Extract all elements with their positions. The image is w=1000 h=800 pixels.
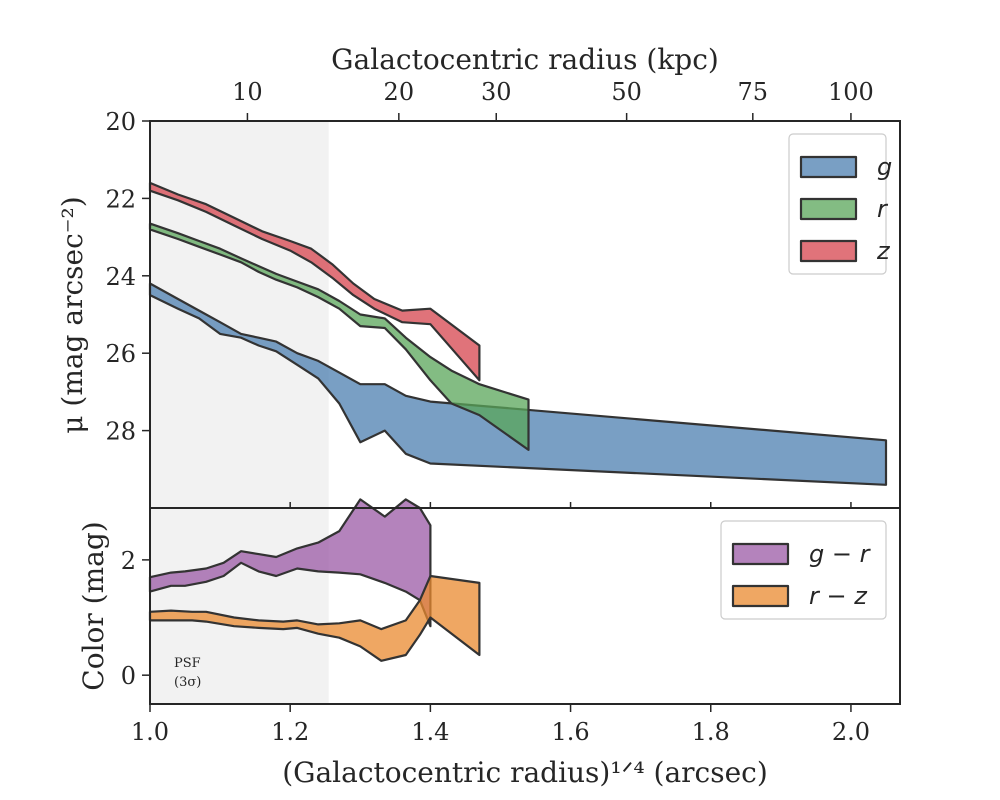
- top-y-axis-label: μ (mag arcsec⁻²): [56, 196, 89, 433]
- bottom-y-ticks: 02: [121, 547, 150, 690]
- legend-label: g: [877, 153, 892, 181]
- color-bands: [148, 498, 481, 662]
- x2-tick-label: 20: [384, 78, 415, 106]
- x-tick-label: 1.4: [411, 718, 449, 746]
- x2-tick-label: 75: [738, 78, 769, 106]
- legend-swatch: [731, 584, 790, 608]
- band-rz: [148, 574, 481, 662]
- psf-label-line2: (3σ): [174, 675, 201, 690]
- y-tick-label: 0: [121, 662, 136, 690]
- top-legend: grz: [788, 133, 892, 275]
- legend-label: z: [876, 237, 891, 265]
- legend-swatch: [799, 155, 858, 179]
- legend-label: g − r: [809, 540, 872, 568]
- bottom-axes-frame: [149, 507, 901, 705]
- x2-tick-label: 10: [232, 78, 263, 106]
- y-tick-label: 28: [105, 418, 136, 446]
- legend-swatch: [799, 197, 858, 221]
- bottom-x-ticks: 1.0 1.2 1.4 1.6 1.8 2.0: [131, 704, 870, 746]
- surface-brightness-bands: [148, 181, 888, 486]
- bottom-legend: g − r r − z: [720, 520, 887, 620]
- x-tick-label: 2.0: [832, 718, 870, 746]
- x2-tick-label: 50: [611, 78, 642, 106]
- top-secondary-x-ticks: 10 20 30 50 75 100: [232, 78, 874, 121]
- y-tick-label: 20: [105, 108, 136, 136]
- top-secondary-x-axis-label: Galactocentric radius (kpc): [331, 43, 719, 76]
- legend-swatch: [731, 542, 790, 566]
- legend-label: r − z: [809, 582, 868, 610]
- band-z: [148, 181, 481, 382]
- legend-label: r: [877, 195, 889, 223]
- psf-region-bottom: [150, 508, 329, 704]
- band-r: [148, 222, 530, 451]
- y-tick-label: 24: [105, 263, 136, 291]
- color-panel: 02 1.0 1.2 1.4 1.6 1.8 2.0 Color (mag) (Galac…: [77, 498, 901, 789]
- psf-region-top: [150, 121, 329, 508]
- y-tick-label: 26: [105, 340, 136, 368]
- bottom-x-axis-label: (Galactocentric radius)¹ᐟ⁴ (arcsec): [282, 756, 768, 789]
- x-tick-label: 1.0: [131, 718, 169, 746]
- band-gr: [148, 498, 432, 628]
- y-tick-label: 22: [105, 185, 136, 213]
- band-g: [148, 282, 888, 486]
- psf-label-line1: PSF: [174, 656, 201, 671]
- x2-tick-label: 30: [481, 78, 512, 106]
- top-y-ticks: 20 22 24 26 28: [105, 108, 150, 446]
- surface-brightness-panel: 20 22 24 26 28 10 20 30 50 75 100 μ (mag arcsec⁻²…: [56, 43, 901, 509]
- x-tick-label: 1.2: [271, 718, 309, 746]
- x-tick-label: 1.6: [551, 718, 589, 746]
- legend-swatch: [799, 239, 858, 263]
- x-tick-label: 1.8: [692, 718, 730, 746]
- bottom-y-axis-label: Color (mag): [77, 521, 110, 690]
- x2-tick-label: 100: [828, 78, 874, 106]
- y-tick-label: 2: [121, 547, 136, 575]
